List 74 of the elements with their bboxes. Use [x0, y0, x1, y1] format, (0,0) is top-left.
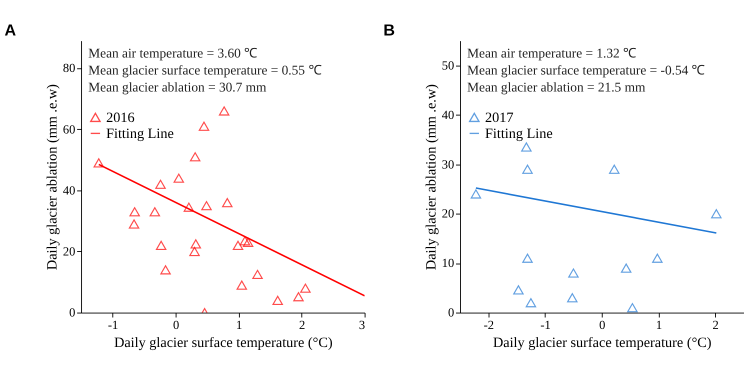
annotation: Mean glacier surface temperature = -0.54 ℃	[467, 62, 705, 78]
x-tick-label: -2	[484, 318, 494, 332]
point	[189, 246, 200, 256]
annotation: Mean air temperature = 3.60 ℃	[88, 46, 258, 61]
legend-label: Fitting Line	[484, 126, 553, 142]
point	[272, 296, 283, 306]
point	[567, 293, 578, 302]
y-tick-label: 0	[448, 306, 454, 320]
legend-label: 2017	[484, 110, 514, 126]
annotation: Mean air temperature = 1.32 ℃	[467, 46, 636, 61]
point	[627, 303, 638, 312]
annotation: Mean glacier surface temperature = 0.55 ℃	[88, 62, 322, 78]
point	[240, 236, 250, 246]
point	[470, 189, 482, 199]
y-tick-label: 20	[442, 206, 454, 221]
point	[160, 265, 171, 274]
point	[190, 152, 200, 162]
point	[184, 202, 194, 212]
annotation: Mean glacier ablation = 30.7 mm	[88, 79, 268, 94]
point	[198, 122, 210, 131]
point	[155, 180, 166, 189]
point	[568, 268, 579, 278]
point	[300, 284, 311, 293]
point	[218, 106, 230, 116]
x-axis-title: Daily glacier surface temperature (°C)	[492, 334, 712, 351]
point	[242, 238, 254, 247]
point	[513, 285, 524, 294]
point	[174, 174, 184, 183]
y-tick-label: 30	[442, 157, 454, 172]
point	[232, 240, 244, 250]
point	[150, 207, 160, 216]
chart-title: A	[4, 21, 16, 40]
x-tick-label: 2	[298, 318, 306, 332]
annotation: Mean glacier ablation = 21.5 mm	[467, 79, 646, 94]
legend-label: Fitting Line	[106, 126, 174, 142]
point	[522, 164, 533, 174]
point	[156, 240, 166, 250]
y-tick-label: 60	[62, 122, 76, 136]
legend-label: 2016	[106, 110, 135, 126]
y-tick-label: 20	[62, 244, 76, 259]
point	[293, 292, 304, 302]
point	[711, 209, 722, 218]
point	[522, 254, 533, 263]
y-tick-label: 40	[62, 183, 76, 198]
point	[236, 280, 248, 290]
y-tick-label: 40	[442, 108, 454, 122]
x-tick-label: -1	[108, 318, 118, 332]
y-axis-title: Daily glacier ablation (mm .e.w)	[424, 84, 440, 270]
x-axis-title: Daily glacier surface temperature (°C)	[114, 334, 333, 351]
x-tick-label: 3	[358, 318, 366, 332]
x-tick-label: 1	[236, 318, 242, 332]
y-tick-label: 50	[442, 58, 454, 72]
point	[609, 164, 620, 174]
point	[190, 239, 202, 248]
x-tick-label: 1	[656, 318, 662, 332]
x-tick-label: 0	[172, 318, 180, 332]
y-tick-label: 10	[442, 256, 454, 270]
point	[521, 142, 532, 152]
point	[526, 298, 536, 308]
y-axis-title: Daily glacier ablation (mm .e.w)	[44, 84, 61, 270]
point	[129, 207, 140, 216]
y-tick-label: 80	[62, 61, 76, 76]
point	[620, 263, 632, 273]
y-tick-label: 0	[69, 306, 76, 320]
x-tick-label: 0	[599, 318, 606, 332]
x-tick-label: -1	[540, 318, 551, 332]
point	[222, 198, 233, 208]
point	[128, 219, 140, 229]
point	[652, 254, 663, 263]
point	[201, 201, 212, 210]
point	[252, 270, 263, 280]
chart-title: B	[383, 21, 395, 40]
x-tick-label: 2	[712, 318, 719, 332]
point	[94, 158, 104, 168]
